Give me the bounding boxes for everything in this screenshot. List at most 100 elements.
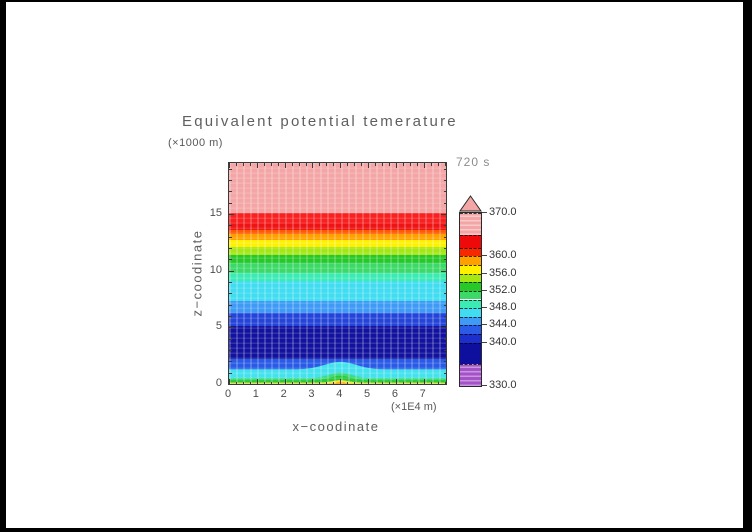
colorbar-segment [460, 282, 481, 291]
y-tick-label: 0 [215, 377, 222, 389]
tick-mark [292, 163, 293, 166]
x-tick-label: 0 [224, 388, 232, 400]
tick-mark [443, 248, 446, 249]
z-axis-title: z−coodinate [189, 229, 205, 317]
tick-mark [431, 381, 432, 384]
tick-mark [264, 163, 265, 166]
tick-mark [236, 381, 237, 384]
tick-mark [441, 327, 446, 328]
colorbar-segment [460, 273, 481, 283]
colorbar-label: 340.0 [489, 335, 517, 348]
tick-mark [403, 381, 404, 384]
x-tick-label: 7 [419, 388, 426, 400]
tick-mark [443, 180, 446, 181]
tick-mark [229, 373, 232, 374]
tick-mark [431, 163, 432, 166]
tick-mark [340, 379, 341, 384]
tick-mark [340, 163, 341, 168]
tick-mark [229, 203, 232, 204]
tick-mark [361, 163, 362, 166]
plot-band [229, 234, 446, 241]
tick-mark [229, 282, 232, 283]
tick-mark [443, 373, 446, 374]
tick-mark [229, 191, 232, 192]
colorbar-segment [460, 316, 481, 326]
tick-mark [443, 361, 446, 362]
tick-mark [375, 381, 376, 384]
x-tick-label: 4 [336, 388, 343, 400]
tick-mark [229, 248, 232, 249]
tick-mark [333, 381, 334, 384]
tick-mark [229, 350, 232, 351]
tick-mark [441, 271, 446, 272]
tick-mark [229, 339, 232, 340]
plot-band [229, 213, 446, 224]
tick-mark [382, 381, 383, 384]
colorbar-segment [460, 364, 481, 386]
colorbar-segment [460, 264, 481, 274]
plot-band [229, 300, 446, 313]
tick-mark [319, 163, 320, 166]
tick-mark [312, 379, 313, 384]
tick-mark [410, 163, 411, 166]
tick-mark [347, 163, 348, 166]
colorbar-tick [482, 289, 487, 291]
tick-mark [229, 259, 232, 260]
colorbar-label: 370.0 [489, 206, 517, 218]
tick-mark [257, 163, 258, 168]
plot-band [229, 272, 446, 281]
plot-band [229, 229, 446, 235]
plot-band [229, 163, 446, 214]
tick-mark [445, 381, 446, 384]
surface-anomaly-svg [229, 359, 446, 384]
tick-mark [443, 225, 446, 226]
tick-mark [326, 381, 327, 384]
tick-mark [443, 350, 446, 351]
tick-mark [417, 381, 418, 384]
tick-mark [229, 214, 234, 215]
tick-mark [438, 163, 439, 166]
z-units-label: (×1000 m) [168, 137, 223, 149]
tick-mark [229, 180, 232, 181]
x-tick-label: 6 [391, 388, 398, 400]
y-tick-label: 15 [209, 207, 222, 219]
colorbar-label: 344.0 [489, 318, 517, 331]
tick-mark [443, 282, 446, 283]
colorbar-segment [460, 213, 481, 235]
tick-mark [299, 163, 300, 166]
colorbar-segment [460, 247, 481, 257]
tick-mark [389, 381, 390, 384]
tick-mark [333, 163, 334, 166]
plot-band [229, 262, 446, 273]
tick-mark [271, 163, 272, 166]
tick-mark [354, 163, 355, 166]
figure-title: Equivalent potential temerature [182, 113, 458, 130]
tick-mark [257, 379, 258, 384]
colorbar-segment [460, 234, 481, 248]
plot-band [229, 325, 446, 361]
tick-mark [306, 163, 307, 166]
tick-mark [375, 163, 376, 166]
tick-mark [285, 379, 286, 384]
y-tick-label: 5 [215, 320, 222, 333]
tick-mark [299, 381, 300, 384]
tick-mark [243, 381, 244, 384]
plot-band [229, 239, 446, 247]
x-units-label: (×1E4 m) [391, 401, 437, 413]
tick-mark [361, 381, 362, 384]
x-axis-title: x−coodinate [292, 419, 380, 434]
tick-mark [424, 163, 425, 168]
y-tick-label: 10 [209, 263, 222, 276]
tick-mark [443, 203, 446, 204]
tick-mark [292, 381, 293, 384]
tick-mark [229, 361, 232, 362]
tick-mark [438, 381, 439, 384]
plot-band [229, 222, 446, 230]
tick-mark [278, 381, 279, 384]
tick-mark [229, 225, 232, 226]
tick-mark [368, 379, 369, 384]
tick-mark [312, 163, 313, 168]
tick-mark [264, 381, 265, 384]
tick-mark [229, 237, 232, 238]
